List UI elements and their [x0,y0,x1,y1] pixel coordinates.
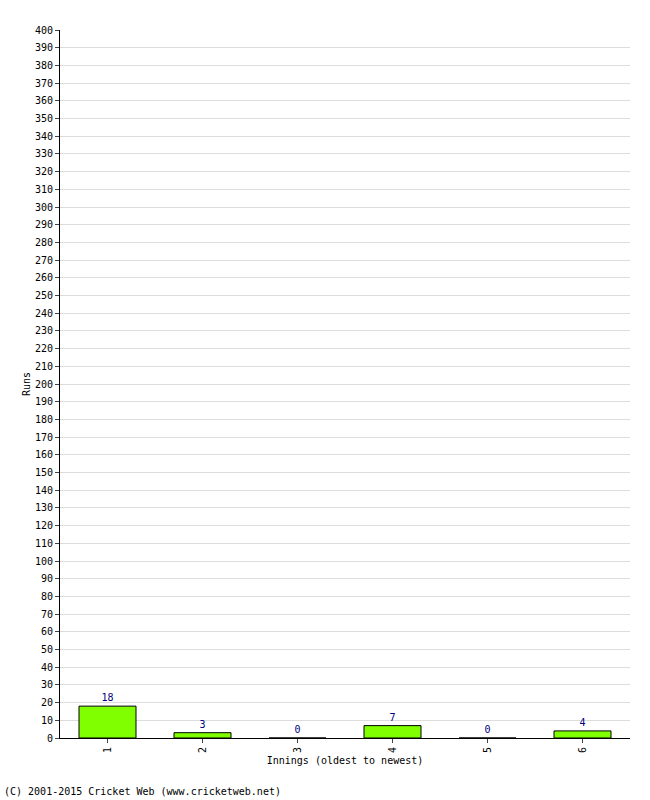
svg-text:70: 70 [41,609,53,620]
svg-text:6: 6 [577,747,588,753]
svg-text:290: 290 [35,219,53,230]
svg-text:60: 60 [41,626,53,637]
svg-text:160: 160 [35,449,53,460]
svg-text:370: 370 [35,78,53,89]
svg-text:40: 40 [41,662,53,673]
svg-text:230: 230 [35,325,53,336]
svg-text:7: 7 [389,712,395,723]
svg-text:320: 320 [35,166,53,177]
svg-text:270: 270 [35,255,53,266]
svg-text:210: 210 [35,361,53,372]
svg-text:Runs: Runs [21,372,32,396]
svg-text:260: 260 [35,272,53,283]
svg-text:250: 250 [35,290,53,301]
svg-text:110: 110 [35,538,53,549]
svg-text:2: 2 [197,747,208,753]
svg-text:100: 100 [35,556,53,567]
svg-text:140: 140 [35,485,53,496]
svg-text:3: 3 [199,719,205,730]
svg-text:190: 190 [35,396,53,407]
svg-text:310: 310 [35,184,53,195]
svg-text:80: 80 [41,591,53,602]
svg-text:20: 20 [41,697,53,708]
svg-text:18: 18 [101,692,113,703]
svg-text:170: 170 [35,432,53,443]
svg-text:220: 220 [35,343,53,354]
svg-text:1: 1 [102,747,113,753]
svg-text:0: 0 [484,724,490,735]
svg-text:130: 130 [35,502,53,513]
svg-text:120: 120 [35,520,53,531]
svg-text:180: 180 [35,414,53,425]
svg-text:4: 4 [387,747,398,753]
svg-text:280: 280 [35,237,53,248]
svg-text:Innings (oldest to newest): Innings (oldest to newest) [267,755,424,766]
svg-text:360: 360 [35,95,53,106]
svg-text:240: 240 [35,308,53,319]
svg-text:0: 0 [47,733,53,744]
svg-text:(C) 2001-2015 Cricket Web (www: (C) 2001-2015 Cricket Web (www.cricketwe… [4,786,281,797]
svg-text:50: 50 [41,644,53,655]
svg-text:4: 4 [579,717,585,728]
svg-text:10: 10 [41,715,53,726]
svg-text:350: 350 [35,113,53,124]
svg-text:300: 300 [35,202,53,213]
svg-text:0: 0 [294,724,300,735]
svg-text:5: 5 [482,747,493,753]
svg-text:400: 400 [35,25,53,36]
svg-text:330: 330 [35,148,53,159]
svg-text:90: 90 [41,573,53,584]
svg-text:150: 150 [35,467,53,478]
svg-text:380: 380 [35,60,53,71]
svg-text:390: 390 [35,42,53,53]
svg-text:3: 3 [292,747,303,753]
svg-text:340: 340 [35,131,53,142]
svg-text:30: 30 [41,679,53,690]
svg-text:200: 200 [35,379,53,390]
